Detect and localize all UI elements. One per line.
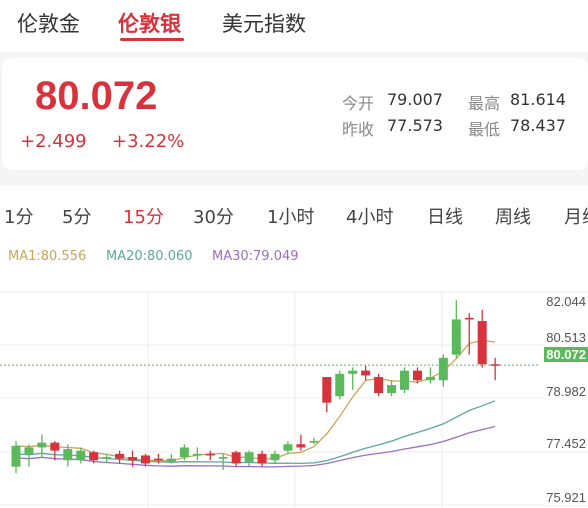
current-price-marker: 80.072 xyxy=(544,347,588,362)
candle-body xyxy=(309,441,319,443)
candle-body xyxy=(296,444,306,448)
candle-body xyxy=(63,449,73,461)
price-change: +2.499 xyxy=(20,131,87,152)
quote-card: 80.072 +2.499 +3.22% 今开 79.007 最高 81.614… xyxy=(2,58,588,170)
candle-body xyxy=(322,377,332,403)
period-4hour[interactable]: 4小时 xyxy=(346,207,394,228)
period-selector: 1分 5分 15分 30分 1小时 4小时 日线 周线 月线 xyxy=(0,186,588,246)
candle-body xyxy=(76,450,86,461)
low-label: 最低 xyxy=(468,120,501,139)
candle-body xyxy=(141,455,150,464)
open-value: 79.007 xyxy=(387,90,443,109)
candle-body xyxy=(166,458,176,462)
candle-body xyxy=(374,377,384,394)
y-tick-label: 75.921 xyxy=(544,490,588,505)
candle-body xyxy=(128,457,138,461)
period-30min[interactable]: 30分 xyxy=(193,207,234,228)
candle-body xyxy=(451,319,461,355)
candle-body xyxy=(24,447,34,454)
ma1-legend: MA1:80.556 xyxy=(8,249,87,264)
candle-body xyxy=(438,357,448,381)
candle-body xyxy=(115,453,125,459)
candle-body xyxy=(50,442,60,451)
candle-body xyxy=(218,457,228,459)
candle-body xyxy=(257,453,267,464)
current-price: 80.072 xyxy=(35,74,158,118)
candle-body xyxy=(179,447,189,458)
candle-body xyxy=(361,370,371,376)
candle-body xyxy=(231,452,241,464)
period-1hour[interactable]: 1小时 xyxy=(267,207,315,228)
candle-body xyxy=(348,370,358,374)
open-label: 今开 xyxy=(342,94,375,113)
active-tab-underline xyxy=(120,38,184,41)
ma1-line xyxy=(15,339,496,462)
period-1min[interactable]: 1分 xyxy=(4,207,34,228)
ma20-line xyxy=(15,400,496,465)
candle-body xyxy=(477,321,487,365)
candle-body xyxy=(153,458,163,461)
candle-body xyxy=(283,444,293,451)
candle-body xyxy=(387,385,397,394)
candle-body xyxy=(335,373,345,397)
candle-body xyxy=(102,457,112,459)
candle-body xyxy=(89,452,99,461)
chart-canvas xyxy=(0,291,588,508)
y-tick-label: 78.982 xyxy=(544,384,588,399)
prev-close-label: 昨收 xyxy=(342,120,375,139)
candle-body xyxy=(400,370,409,390)
ma20-legend: MA20:80.060 xyxy=(106,249,193,264)
low-value: 78.437 xyxy=(510,116,566,135)
tab-dollar-index[interactable]: 美元指数 xyxy=(222,12,306,36)
y-tick-label: 77.452 xyxy=(544,436,588,451)
period-5min[interactable]: 5分 xyxy=(62,207,92,228)
candle-body xyxy=(205,453,215,456)
high-value: 81.614 xyxy=(510,90,566,109)
candle-body xyxy=(244,452,254,462)
candle-body xyxy=(425,377,435,381)
candle-body xyxy=(270,453,280,461)
candle-body xyxy=(490,364,500,366)
tab-london-gold[interactable]: 伦敦金 xyxy=(17,12,80,36)
candle-body xyxy=(412,370,422,381)
tab-london-silver[interactable]: 伦敦银 xyxy=(118,12,181,36)
y-tick-label: 82.044 xyxy=(544,294,588,309)
period-weekly[interactable]: 周线 xyxy=(495,207,531,228)
instrument-tabs: 伦敦金 伦敦银 美元指数 xyxy=(0,0,588,52)
candle-body xyxy=(37,442,47,448)
y-tick-label: 80.513 xyxy=(544,330,588,345)
period-monthly[interactable]: 月线 xyxy=(564,207,588,228)
high-label: 最高 xyxy=(468,94,501,113)
period-daily[interactable]: 日线 xyxy=(427,207,463,228)
ma30-line xyxy=(15,425,496,468)
candle-body xyxy=(464,317,474,320)
candlestick-chart[interactable]: MA1:80.556 MA20:80.060 MA30:79.049 82.04… xyxy=(0,246,588,508)
ma30-legend: MA30:79.049 xyxy=(212,249,299,264)
price-change-percent: +3.22% xyxy=(112,131,185,152)
candle-body xyxy=(11,445,21,467)
period-15min[interactable]: 15分 xyxy=(123,207,164,228)
prev-close-value: 77.573 xyxy=(387,116,443,135)
candle-body xyxy=(192,453,202,456)
